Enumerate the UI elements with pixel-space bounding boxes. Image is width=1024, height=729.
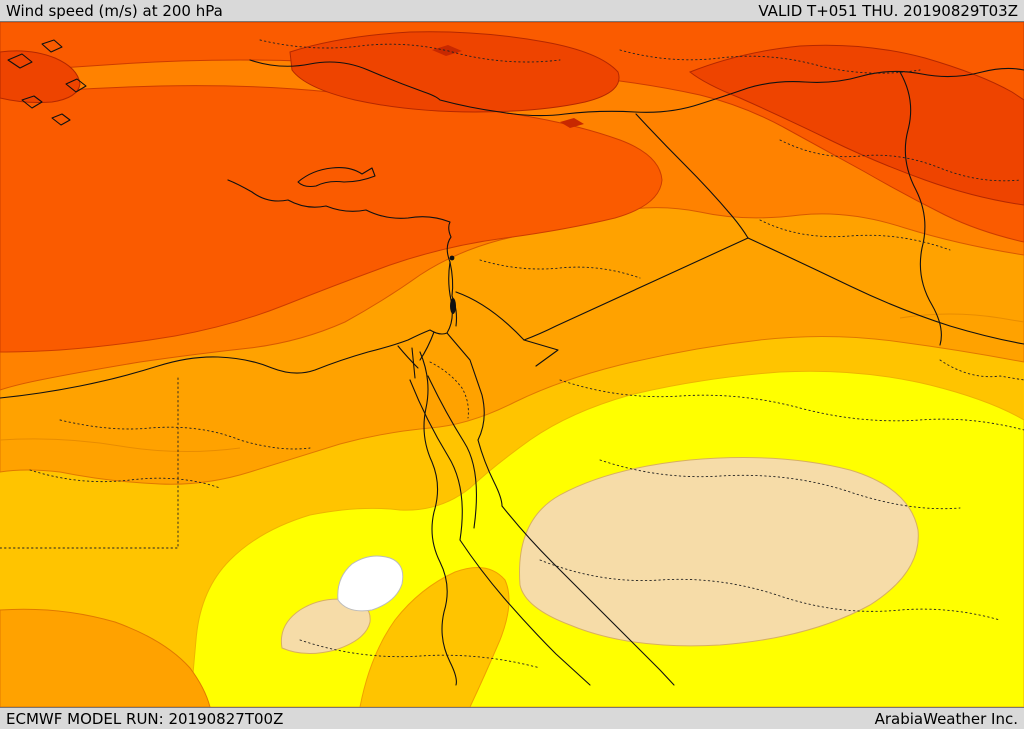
iraq-saudi-border-east — [747, 237, 1024, 345]
aegean-islands — [7, 39, 87, 126]
iraq-jordan-saudi-border — [523, 237, 749, 367]
syria-jordan-dotted — [479, 259, 641, 279]
nile-delta-branches — [397, 331, 435, 369]
turkey-dotted-1 — [259, 39, 561, 63]
page-title: Wind speed (m/s) at 200 hPa — [6, 1, 223, 20]
contour-band-amber-wedge — [359, 567, 510, 707]
egypt-israel-border — [446, 332, 485, 441]
iran-iraq-border — [899, 71, 942, 346]
wind-max-speck — [432, 45, 584, 128]
gulf-of-aqaba — [477, 439, 503, 507]
contour-line-egypt — [0, 438, 241, 453]
saudi-dotted-3 — [539, 559, 1001, 621]
red-sea-east-shore — [501, 505, 675, 686]
model-run-label: ECMWF MODEL RUN: 20190827T00Z — [6, 709, 284, 728]
saudi-east-dotted — [939, 359, 1024, 381]
provider-label: ArabiaWeather Inc. — [874, 709, 1018, 728]
footer-bar: ECMWF MODEL RUN: 20190827T00Z ArabiaWeat… — [0, 707, 1024, 729]
jordan-river-line — [449, 261, 458, 327]
contour-line-east — [899, 313, 1024, 323]
gulf-of-suez-west-shore — [409, 379, 463, 541]
cyprus-island — [297, 167, 376, 188]
saudi-dotted-2 — [599, 459, 961, 510]
sea-of-galilee — [449, 255, 455, 261]
sinai-dotted — [429, 361, 469, 419]
nile-river — [419, 351, 457, 686]
contour-band-orange-sw-corner — [0, 608, 211, 707]
valid-time-label: VALID T+051 THU. 20190829T03Z — [758, 1, 1018, 20]
red-sea-west-shore — [459, 539, 591, 686]
wind-speed-contour-map — [0, 22, 1024, 707]
saudi-dotted-1 — [559, 379, 1024, 431]
dead-sea — [450, 298, 456, 314]
turkey-syria-border — [249, 59, 1024, 117]
gulf-of-suez-east-shore — [427, 375, 478, 529]
contour-band-white-minimum — [337, 555, 404, 612]
header-bar: Wind speed (m/s) at 200 hPa VALID T+051 … — [0, 0, 1024, 22]
iraq-dotted-1 — [779, 139, 1021, 182]
saudi-dotted-4 — [299, 639, 541, 669]
contour-band-deep-red — [0, 31, 1024, 206]
egypt-interior-dotted-1 — [59, 419, 311, 450]
iraq-dotted-2 — [759, 219, 951, 251]
map-area — [0, 22, 1024, 707]
jordan-north-border — [455, 291, 525, 341]
mediterranean-coastline — [0, 179, 453, 399]
syria-iraq-border — [635, 113, 749, 239]
turkey-dotted-2 — [619, 49, 921, 74]
